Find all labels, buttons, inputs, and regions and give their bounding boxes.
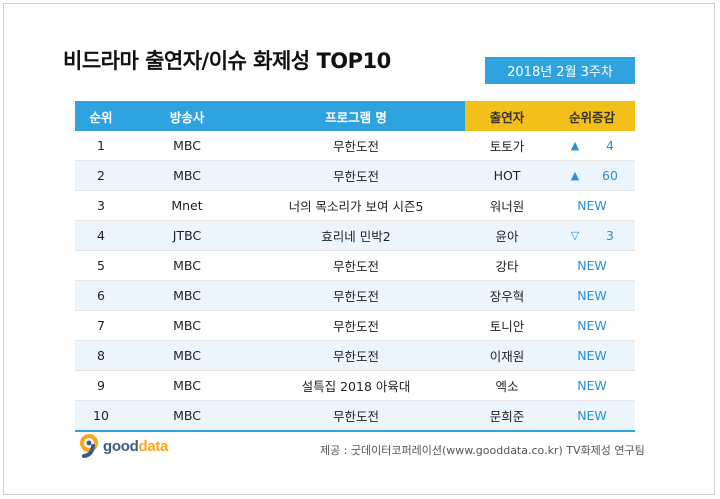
logo-wordmark: gooddata — [103, 438, 168, 455]
up-arrow-icon: ▲ — [570, 169, 580, 182]
rank-cell: 6 — [75, 280, 127, 311]
change-cell: NEW — [549, 400, 635, 432]
change-cell: NEW — [549, 280, 635, 311]
cast-cell: 윤아 — [465, 220, 549, 251]
new-badge: NEW — [577, 348, 607, 363]
table-row: 7 MBC 무한도전 토니안 NEW — [75, 310, 635, 341]
header-change: 순위증감 — [549, 101, 635, 131]
cast-cell: 강타 — [465, 250, 549, 281]
change-value: 3 — [606, 228, 614, 243]
cast-cell: 토토가 — [465, 131, 549, 161]
new-badge: NEW — [577, 258, 607, 273]
logo-brand-accent: data — [138, 437, 169, 455]
rank-cell: 10 — [75, 400, 127, 432]
table-row: 4 JTBC 효리네 민박2 윤아 ▽ 3 — [75, 220, 635, 251]
channel-cell: JTBC — [127, 220, 247, 251]
program-cell: 무한도전 — [247, 160, 465, 191]
cast-cell: 엑소 — [465, 370, 549, 401]
rank-cell: 1 — [75, 131, 127, 161]
header-row: 순위 방송사 프로그램 명 출연자 순위증감 — [75, 101, 635, 131]
source-credit: 제공 : 굿데이터코퍼레이션(www.gooddata.co.kr) TV화제성… — [320, 444, 645, 457]
new-badge: NEW — [577, 408, 607, 423]
cast-cell: 이재원 — [465, 340, 549, 371]
gooddata-logo: gooddata — [78, 433, 168, 459]
cast-cell: 장우혁 — [465, 280, 549, 311]
table-row: 8 MBC 무한도전 이재원 NEW — [75, 340, 635, 371]
table-row: 5 MBC 무한도전 강타 NEW — [75, 250, 635, 281]
table-row: 6 MBC 무한도전 장우혁 NEW — [75, 280, 635, 311]
program-cell: 무한도전 — [247, 280, 465, 311]
cast-cell: HOT — [465, 160, 549, 191]
rank-cell: 7 — [75, 310, 127, 341]
program-cell: 무한도전 — [247, 400, 465, 432]
cast-cell: 워너원 — [465, 190, 549, 221]
change-cell: NEW — [549, 370, 635, 401]
channel-cell: MBC — [127, 340, 247, 371]
change-cell: NEW — [549, 250, 635, 281]
channel-cell: Mnet — [127, 190, 247, 221]
gooddata-logo-icon — [78, 434, 100, 458]
channel-cell: MBC — [127, 310, 247, 341]
table-row: 9 MBC 설특집 2018 아육대 엑소 NEW — [75, 370, 635, 401]
program-cell: 무한도전 — [247, 340, 465, 371]
table-row: 3 Mnet 너의 목소리가 보여 시즌5 워너원 NEW — [75, 190, 635, 221]
channel-cell: MBC — [127, 131, 247, 161]
rank-cell: 5 — [75, 250, 127, 281]
cast-cell: 문희준 — [465, 400, 549, 432]
new-badge: NEW — [577, 378, 607, 393]
change-cell: NEW — [549, 340, 635, 371]
page-title: 비드라마 출연자/이슈 화제성 TOP10 — [63, 49, 391, 73]
rank-cell: 8 — [75, 340, 127, 371]
up-arrow-icon: ▲ — [570, 139, 580, 152]
table-row: 2 MBC 무한도전 HOT ▲ 60 — [75, 160, 635, 191]
ranking-table: 순위 방송사 프로그램 명 출연자 순위증감 1 MBC 무한도전 토토가 ▲ 4 2 MBC… — [75, 101, 635, 432]
channel-cell: MBC — [127, 250, 247, 281]
rank-cell: 9 — [75, 370, 127, 401]
logo-brand-main: good — [103, 437, 139, 455]
change-cell: NEW — [549, 190, 635, 221]
change-cell: ▽ 3 — [549, 220, 635, 251]
channel-cell: MBC — [127, 280, 247, 311]
channel-cell: MBC — [127, 400, 247, 432]
program-cell: 무한도전 — [247, 250, 465, 281]
header-channel: 방송사 — [127, 101, 247, 131]
rank-cell: 3 — [75, 190, 127, 221]
rank-cell: 2 — [75, 160, 127, 191]
table-row: 10 MBC 무한도전 문희준 NEW — [75, 400, 635, 432]
table-row: 1 MBC 무한도전 토토가 ▲ 4 — [75, 131, 635, 161]
new-badge: NEW — [577, 198, 607, 213]
new-badge: NEW — [577, 288, 607, 303]
change-cell: ▲ 60 — [549, 160, 635, 191]
rank-cell: 4 — [75, 220, 127, 251]
change-value: 60 — [602, 168, 618, 183]
program-cell: 효리네 민박2 — [247, 220, 465, 251]
program-cell: 너의 목소리가 보여 시즌5 — [247, 190, 465, 221]
change-cell: ▲ 4 — [549, 131, 635, 161]
channel-cell: MBC — [127, 370, 247, 401]
program-cell: 무한도전 — [247, 310, 465, 341]
program-cell: 무한도전 — [247, 131, 465, 161]
new-badge: NEW — [577, 318, 607, 333]
cast-cell: 토니안 — [465, 310, 549, 341]
week-badge: 2018년 2월 3주차 — [485, 57, 635, 84]
header-rank: 순위 — [75, 101, 127, 131]
change-cell: NEW — [549, 310, 635, 341]
program-cell: 설특집 2018 아육대 — [247, 370, 465, 401]
header-cast: 출연자 — [465, 101, 549, 131]
change-value: 4 — [606, 138, 614, 153]
header-program: 프로그램 명 — [247, 101, 465, 131]
channel-cell: MBC — [127, 160, 247, 191]
down-arrow-icon: ▽ — [570, 229, 580, 242]
